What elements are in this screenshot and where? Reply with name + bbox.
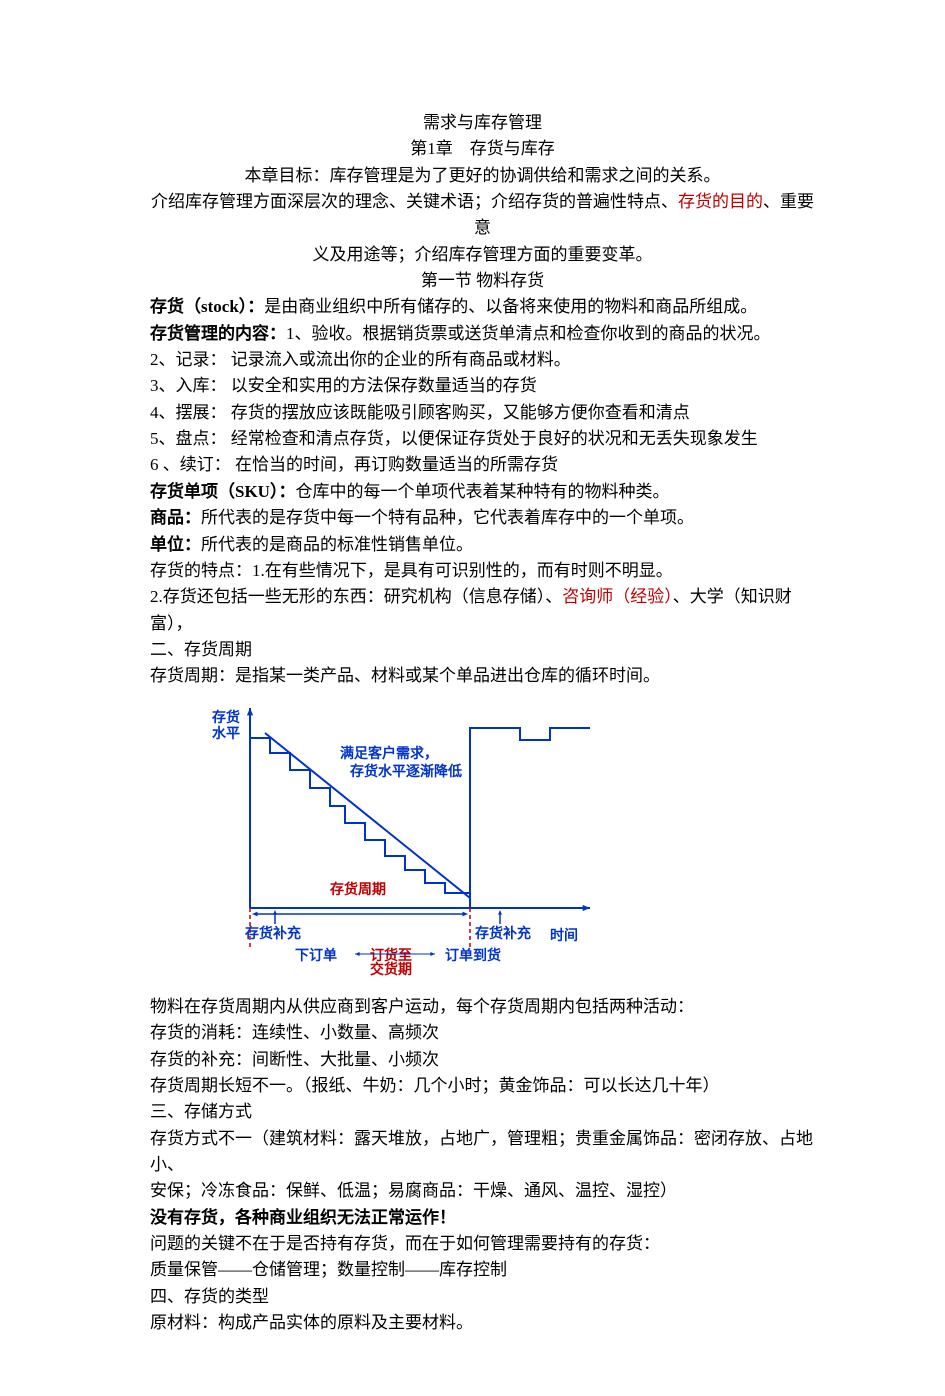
unit-text: 所代表的是商品的标准性销售单位。 xyxy=(201,535,473,554)
svg-text:时间: 时间 xyxy=(550,927,578,943)
intro-1-red: 存货的目的 xyxy=(678,192,763,211)
unit-label: 单位： xyxy=(150,535,201,554)
svg-text:交货期: 交货期 xyxy=(370,961,412,977)
svg-text:存货补充: 存货补充 xyxy=(475,925,531,941)
goods-label: 商品： xyxy=(150,508,201,527)
mgmt-label: 存货管理的内容： xyxy=(150,324,286,343)
after-2: 存货的消耗：连续性、小数量、高频次 xyxy=(150,1020,815,1046)
after-4: 存货周期长短不一。（报纸、牛奶：几个小时；黄金饰品：可以长达几十年） xyxy=(150,1073,815,1099)
section-4: 四、存货的类型 xyxy=(150,1284,815,1310)
stock-text: 是由商业组织中所有储存的、以备将来使用的物料和商品所组成。 xyxy=(264,297,757,316)
svg-text:满足客户需求，: 满足客户需求， xyxy=(340,745,438,761)
section-2: 二、存货周期 xyxy=(150,637,815,663)
mgmt-4: 4、摆展： 存货的摆放应该既能吸引顾客购买，又能够方便你查看和清点 xyxy=(150,400,815,426)
feat-2-red: 咨询师（经验） xyxy=(562,587,673,606)
cycle-def: 存货周期：是指某一类产品、材料或某个单品进出仓库的循环时间。 xyxy=(150,663,815,689)
svg-text:存货周期: 存货周期 xyxy=(330,881,386,897)
mgmt-3: 3、入库： 以安全和实用的方法保存数量适当的存货 xyxy=(150,373,815,399)
svg-text:存货水平逐渐降低: 存货水平逐渐降低 xyxy=(350,763,462,779)
svg-text:订单到货: 订单到货 xyxy=(445,947,501,963)
stock-def: 存货（stock）：是由商业组织中所有储存的、以备将来使用的物料和商品所组成。 xyxy=(150,294,815,320)
goods-text: 所代表的是存货中每一个特有品种，它代表着库存中的一个单项。 xyxy=(201,508,694,527)
svg-text:水平: 水平 xyxy=(212,725,240,741)
title-chapter: 第1章 存货与库存 xyxy=(150,136,815,162)
section-1-title: 第一节 物料存货 xyxy=(150,268,815,294)
store-2: 安保；冷冻食品：保鲜、低温；易腐商品：干燥、通风、温控、湿控） xyxy=(150,1178,815,1204)
after-3: 存货的补充：间断性、大批量、小频次 xyxy=(150,1047,815,1073)
svg-text:下订单: 下订单 xyxy=(295,947,337,963)
type-1: 原材料：构成产品实体的原料及主要材料。 xyxy=(150,1310,815,1336)
mgmt-2: 2、记录： 记录流入或流出你的企业的所有商品或材料。 xyxy=(150,347,815,373)
unit-def: 单位：所代表的是商品的标准性销售单位。 xyxy=(150,532,815,558)
document-page: 需求与库存管理 第1章 存货与库存 本章目标：库存管理是为了更好的协调供给和需求… xyxy=(0,0,945,1396)
feature-1: 存货的特点：1.在有些情况下，是具有可识别性的，而有时则不明显。 xyxy=(150,558,815,584)
key-2: 质量保管——仓储管理；数量控制——库存控制 xyxy=(150,1257,815,1283)
no-stock-statement: 没有存货，各种商业组织无法正常运作！ xyxy=(150,1205,815,1231)
svg-text:存货补充: 存货补充 xyxy=(245,925,301,941)
store-1: 存货方式不一（建筑材料：露天堆放，占地广，管理粗；贵重金属饰品：密闭存放、占地小… xyxy=(150,1126,815,1179)
intro-line-2: 义及用途等；介绍库存管理方面的重要变革。 xyxy=(150,242,815,268)
feature-2: 2.存货还包括一些无形的东西：研究机构（信息存储）、咨询师（经验）、大学（知识财… xyxy=(150,584,815,637)
mgmt-content: 存货管理的内容：1、验收。根据销货票或送货单清点和检查你收到的商品的状况。 xyxy=(150,321,815,347)
goods-def: 商品：所代表的是存货中每一个特有品种，它代表着库存中的一个单项。 xyxy=(150,505,815,531)
after-1: 物料在存货周期内从供应商到客户运动，每个存货周期内包括两种活动： xyxy=(150,994,815,1020)
section-3: 三、存储方式 xyxy=(150,1099,815,1125)
objective: 本章目标：库存管理是为了更好的协调供给和需求之间的关系。 xyxy=(150,163,815,189)
intro-1a: 介绍库存管理方面深层次的理念、关键术语；介绍存货的普遍性特点、 xyxy=(151,192,678,211)
sku-label: 存货单项（SKU）： xyxy=(150,482,295,501)
mgmt-6: 6 、续订： 在恰当的时间，再订购数量适当的所需存货 xyxy=(150,452,815,478)
sku-text: 仓库中的每一个单项代表着某种特有的物料种类。 xyxy=(295,482,669,501)
mgmt-5: 5、盘点： 经常检查和清点存货，以便保证存货处于良好的状况和无丢失现象发生 xyxy=(150,426,815,452)
key-1: 问题的关键不在于是否持有存货，而在于如何管理需要持有的存货： xyxy=(150,1231,815,1257)
intro-line-1: 介绍库存管理方面深层次的理念、关键术语；介绍存货的普遍性特点、存货的目的、重要意 xyxy=(150,189,815,242)
svg-text:存货: 存货 xyxy=(212,709,240,725)
sku-def: 存货单项（SKU）：仓库中的每一个单项代表着某种特有的物料种类。 xyxy=(150,479,815,505)
cycle-chart-svg: 存货水平时间满足客户需求，存货水平逐渐降低存货周期存货补充存货补充下订单订货至交… xyxy=(190,698,610,978)
feat-2a: 2.存货还包括一些无形的东西：研究机构（信息存储）、 xyxy=(150,587,562,606)
stock-label: 存货（stock）： xyxy=(150,297,264,316)
title-main: 需求与库存管理 xyxy=(150,110,815,136)
inventory-cycle-diagram: 存货水平时间满足客户需求，存货水平逐渐降低存货周期存货补充存货补充下订单订货至交… xyxy=(190,698,815,986)
mgmt-1: 1、验收。根据销货票或送货单清点和检查你收到的商品的状况。 xyxy=(286,324,771,343)
